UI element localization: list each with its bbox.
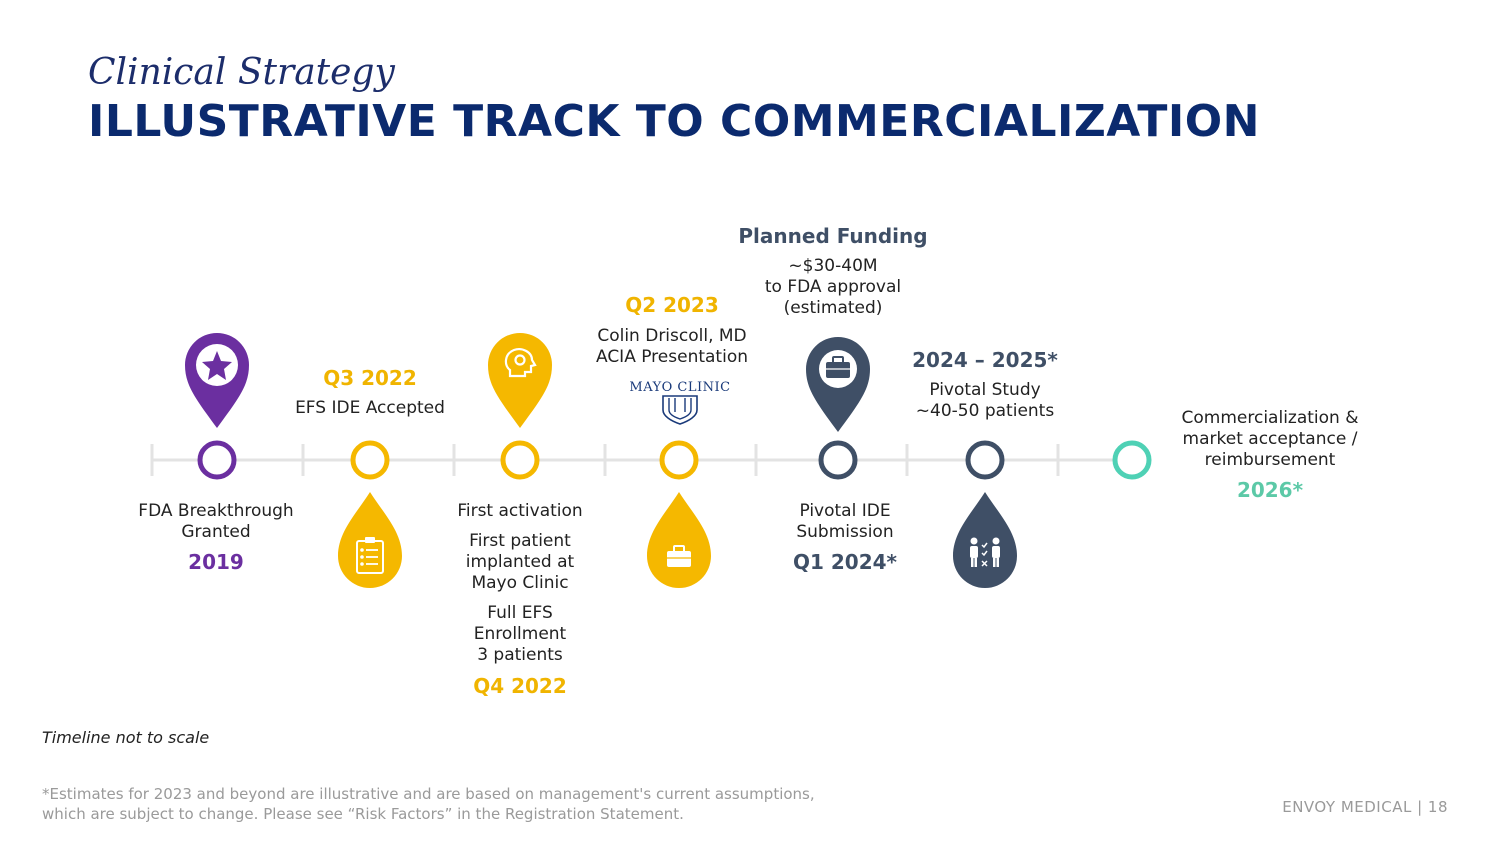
milestone-desc-line: First patient: [469, 531, 571, 551]
milestone-desc-line: Pivotal IDE: [799, 501, 891, 521]
milestone-desc-line: market acceptance /: [1182, 429, 1358, 449]
timeline-note: Timeline not to scale: [42, 728, 210, 747]
milestone-node-q3-2022: [350, 440, 390, 480]
milestone-desc-line: to FDA approval: [764, 277, 902, 297]
milestone-date: Q3 2022: [323, 366, 417, 390]
checklist-drop-icon: [338, 492, 402, 588]
milestone-desc-line: Submission: [796, 522, 894, 542]
slide-subtitle: Clinical Strategy: [88, 52, 395, 93]
milestone-desc: First patient implanted at Mayo Clinic: [420, 531, 620, 594]
milestone-date: Q4 2022: [473, 674, 567, 698]
milestone-node-2026: [1112, 440, 1152, 480]
milestone-desc-line: Granted: [181, 522, 251, 542]
milestone-date: 2026*: [1236, 478, 1304, 502]
milestone-node-2024-2025: [965, 440, 1005, 480]
milestone-date: Q1 2024*: [792, 550, 897, 574]
milestone-desc-line: reimbursement: [1204, 450, 1336, 470]
mayo-clinic-shield-icon: [662, 395, 698, 425]
milestone-node-q4-2022: [500, 440, 540, 480]
gear-head-pin-icon: [488, 333, 552, 428]
milestone-desc-line: 3 patients: [477, 645, 563, 665]
planned-funding-heading: Planned Funding: [738, 224, 928, 248]
milestone-desc: Colin Driscoll, MD ACIA Presentation: [562, 326, 782, 368]
milestone-node-q2-2023: [659, 440, 699, 480]
disclaimer-line: *Estimates for 2023 and beyond are illus…: [42, 785, 815, 803]
star-pin-icon: [185, 333, 249, 428]
milestone-desc-line: Commercialization &: [1181, 408, 1359, 428]
milestone-date: 2019: [188, 550, 244, 574]
briefcase-drop-icon: [647, 492, 711, 588]
milestone-desc-line: ~$30-40M: [788, 256, 878, 276]
milestone-desc-line: (estimated): [783, 298, 883, 318]
people-drop-icon: [953, 492, 1017, 588]
milestone-desc-line: Colin Driscoll, MD: [597, 326, 747, 346]
milestone-desc: Pivotal IDE Submission: [745, 501, 945, 543]
milestone-desc-line: Pivotal Study: [929, 380, 1041, 400]
milestone-desc-line: ~40-50 patients: [915, 401, 1055, 421]
milestone-desc: Pivotal Study ~40-50 patients: [875, 380, 1095, 422]
milestone-desc-line: FDA Breakthrough: [138, 501, 294, 521]
planned-funding-desc: ~$30-40M to FDA approval (estimated): [713, 256, 953, 319]
milestone-desc-line: Mayo Clinic: [471, 573, 569, 593]
mayo-clinic-logo-text: MAYO CLINIC: [629, 380, 731, 395]
slide-title: ILLUSTRATIVE TRACK TO COMMERCIALIZATION: [88, 96, 1261, 147]
milestone-desc: EFS IDE Accepted: [295, 398, 445, 418]
milestone-desc: First activation: [457, 501, 583, 521]
disclaimer-line: which are subject to change. Please see …: [42, 805, 684, 823]
page-number: ENVOY MEDICAL | 18: [1282, 798, 1448, 816]
timeline-ticks: [150, 444, 1060, 476]
milestone-desc-line: implanted at: [465, 552, 575, 572]
milestone-desc: Full EFS Enrollment 3 patients: [420, 603, 620, 666]
milestone-node-q1-2024: [818, 440, 858, 480]
milestone-desc-line: Full EFS: [487, 603, 553, 623]
milestone-node-2019: [197, 440, 237, 480]
milestone-desc: FDA Breakthrough Granted: [116, 501, 316, 543]
milestone-desc-line: ACIA Presentation: [595, 347, 748, 367]
milestone-date: 2024 – 2025*: [912, 348, 1058, 372]
milestone-date: Q2 2023: [625, 293, 719, 317]
milestone-desc: Commercialization & market acceptance / …: [1150, 408, 1390, 471]
milestone-desc-line: Enrollment: [473, 624, 567, 644]
disclaimer: *Estimates for 2023 and beyond are illus…: [42, 784, 815, 824]
briefcase-pin-icon: [806, 337, 870, 432]
